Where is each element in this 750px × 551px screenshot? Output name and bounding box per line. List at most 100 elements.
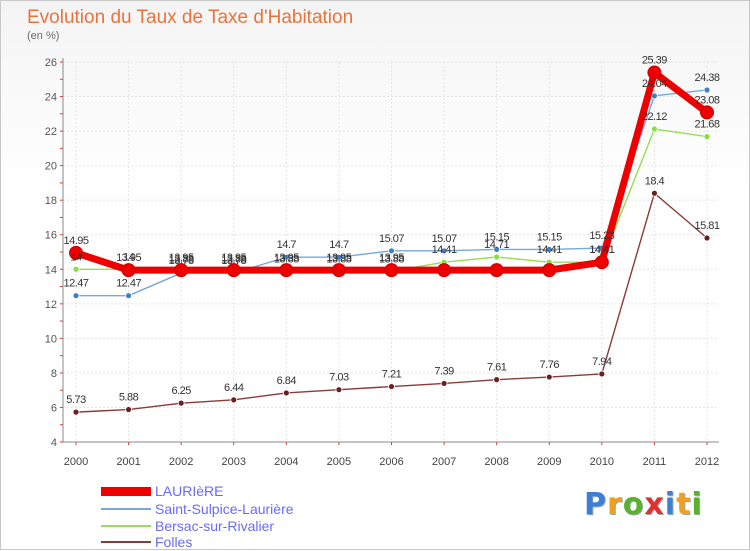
data-point: [72, 265, 80, 273]
data-point: [226, 263, 241, 278]
data-label: 13.95: [379, 252, 404, 264]
data-label: 25.39: [642, 55, 667, 67]
data-point: [69, 245, 83, 260]
data-label: 13.95: [274, 252, 299, 264]
data-label: 14.71: [484, 239, 509, 251]
x-tick-label: 2000: [64, 456, 88, 468]
series-lines: [69, 65, 714, 416]
data-point: [651, 125, 658, 133]
data-label: 13.88: [169, 253, 194, 265]
data-label: 22.12: [642, 111, 667, 123]
legend-swatch: [101, 541, 151, 543]
y-tick-label: 8: [51, 368, 57, 380]
data-label: 24.38: [694, 72, 719, 84]
data-label: 13.95: [169, 252, 194, 264]
data-point: [125, 292, 132, 300]
x-tick-label: 2002: [169, 456, 193, 468]
y-tick-label: 4: [51, 437, 57, 449]
x-tick-label: 2004: [274, 456, 298, 468]
data-point: [388, 383, 395, 390]
data-label: 14.41: [537, 244, 562, 256]
data-label: 14: [123, 251, 135, 263]
data-point: [72, 292, 80, 300]
chart-unit-label: (en %): [27, 30, 60, 42]
logo-letter: t: [676, 487, 692, 522]
data-label: 6.44: [224, 382, 244, 394]
y-tick-label: 20: [45, 161, 57, 173]
x-tick-label: 2012: [695, 456, 719, 468]
y-tick-label: 16: [45, 230, 57, 242]
data-point: [440, 380, 448, 387]
legend-label: Folles: [155, 534, 193, 550]
data-point: [545, 373, 553, 381]
data-point: [545, 246, 553, 253]
data-label: 13.95: [326, 252, 351, 264]
legend-label: LAURIèRE: [155, 483, 224, 499]
data-label: 6.25: [171, 385, 191, 397]
data-label: 13.95: [116, 252, 141, 264]
data-point: [121, 263, 136, 278]
data-label: 13.88: [221, 253, 246, 265]
legend-label: Bersac-sur-Rivalier: [155, 518, 275, 534]
logo-letter: o: [622, 487, 645, 522]
data-label: 7.61: [487, 362, 507, 374]
x-tick-label: 2011: [643, 456, 667, 468]
data-point: [489, 263, 504, 278]
data-label: 7.21: [382, 369, 402, 381]
data-label: 12.47: [116, 278, 141, 290]
x-tick-label: 2005: [327, 456, 351, 468]
x-tick-label: 2009: [537, 456, 561, 468]
data-point: [598, 370, 606, 378]
data-label: 5.73: [66, 394, 86, 406]
legend-item: Bersac-sur-Rivalier: [101, 517, 274, 535]
data-label: 15.23: [589, 230, 614, 242]
data-point: [703, 234, 711, 242]
legend-item: LAURIèRE: [101, 482, 223, 500]
data-label: 14.7: [329, 239, 349, 251]
data-point: [282, 253, 290, 261]
data-point: [388, 247, 395, 255]
data-label: 14: [70, 251, 82, 263]
data-point: [282, 389, 290, 397]
data-label: 15.81: [694, 220, 719, 232]
data-label: 23.08: [694, 94, 719, 106]
y-tick-label: 26: [45, 57, 57, 69]
y-tick-label: 24: [45, 92, 57, 104]
legend-item: Folles: [101, 533, 192, 551]
data-label: 18.4: [645, 175, 665, 187]
data-label: 13.78: [169, 255, 194, 267]
data-point: [493, 246, 501, 253]
data-point: [384, 263, 399, 278]
legend-swatch: [101, 508, 151, 510]
data-point: [437, 263, 452, 278]
data-point: [651, 92, 658, 100]
data-label: 13.78: [221, 255, 246, 267]
data-point: [700, 105, 714, 120]
data-label: 15.07: [432, 233, 457, 245]
data-point: [542, 263, 557, 278]
data-point: [703, 133, 711, 141]
data-label: 7.76: [540, 359, 560, 371]
data-point: [703, 86, 711, 94]
logo-letter: x: [644, 487, 665, 522]
data-point: [331, 263, 346, 278]
data-label: 15.15: [484, 231, 509, 243]
data-label: 14.41: [589, 244, 614, 256]
proxiti-logo: Proxiti: [584, 487, 703, 522]
data-label: 6.84: [277, 375, 297, 387]
data-point: [647, 65, 662, 80]
legend-swatch: [101, 486, 151, 496]
x-tick-label: 2003: [222, 456, 246, 468]
x-tick-label: 2007: [432, 456, 456, 468]
data-label: 24.04: [642, 78, 667, 90]
data-label: 13.88: [274, 253, 299, 265]
data-label: 7.03: [329, 372, 349, 384]
data-label: 13.88: [379, 253, 404, 265]
logo-letter: i: [664, 487, 677, 522]
y-tick-label: 10: [45, 333, 57, 345]
data-point: [493, 253, 501, 261]
data-labels: 5.73 5.88 6.25 6.44 6.84 7.03 7.21 7.39 7.61 7.76…: [63, 55, 720, 407]
y-tick-label: 22: [45, 126, 57, 138]
